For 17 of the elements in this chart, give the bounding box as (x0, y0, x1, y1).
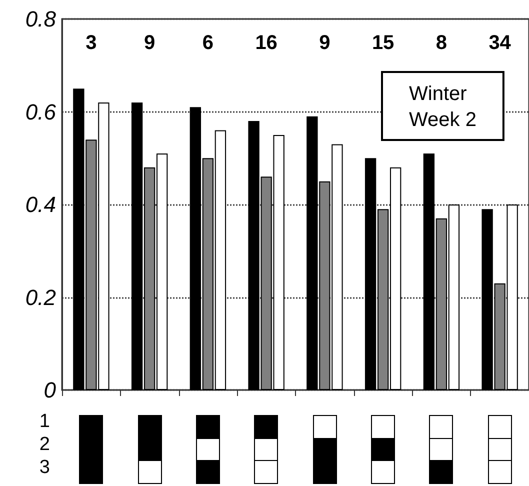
x-tick-label: 3 (86, 32, 97, 54)
x-tick-label: 16 (255, 32, 278, 54)
text: 3 (39, 457, 50, 478)
x-tick-label: 8 (436, 32, 447, 54)
x-tick-label: 9 (144, 32, 156, 54)
text: 1 (39, 411, 50, 432)
text: 2 (39, 434, 50, 455)
y-tick-label: 0.6 (25, 99, 57, 124)
annotation: Winter Week 2 (409, 83, 476, 131)
y-tick-label: 0.2 (25, 284, 56, 310)
y-tick-label: 0.4 (25, 192, 56, 217)
y-tick-label: 0 (44, 378, 57, 402)
x-tick-label: 15 (372, 32, 394, 54)
y-tick-label: 0.8 (25, 6, 57, 32)
x-tick-label: 9 (319, 32, 330, 54)
x-tick-label: 6 (202, 32, 214, 54)
x-tick-label: 34 (488, 32, 512, 54)
